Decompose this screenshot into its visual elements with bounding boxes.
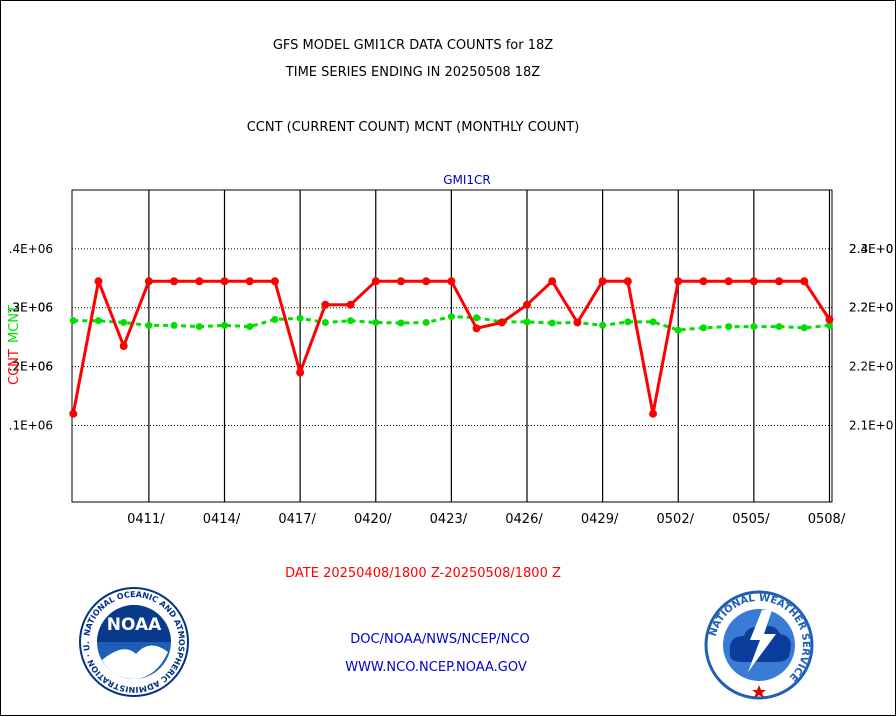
data-point-ccnt bbox=[674, 277, 683, 286]
chart-title-line1: GFS MODEL GMI1CR DATA COUNTS for 18Z bbox=[272, 38, 554, 53]
data-point-ccnt bbox=[195, 277, 204, 286]
data-point-mcnt bbox=[725, 323, 733, 331]
data-point-ccnt bbox=[497, 318, 506, 327]
y-axis-label-ccnt: CCNT bbox=[7, 349, 22, 385]
data-point-ccnt bbox=[321, 300, 330, 309]
data-point-ccnt bbox=[371, 277, 380, 286]
data-point-mcnt bbox=[195, 323, 203, 331]
data-point-ccnt bbox=[699, 277, 708, 286]
data-point-ccnt bbox=[119, 342, 128, 350]
data-point-ccnt bbox=[598, 277, 607, 286]
x-tick-label: 0420/ bbox=[354, 512, 392, 527]
x-tick-label: 0414/ bbox=[203, 512, 241, 527]
data-point-ccnt bbox=[144, 277, 153, 286]
x-tick-label: 0426/ bbox=[505, 512, 543, 527]
data-point-mcnt bbox=[69, 317, 77, 325]
y-right-tick-label: 2.2E+0 bbox=[849, 301, 893, 315]
plot-area-frame bbox=[71, 189, 833, 503]
data-point-mcnt bbox=[674, 326, 682, 334]
data-point-mcnt bbox=[699, 324, 707, 332]
x-tick-label: 0423/ bbox=[430, 512, 468, 527]
data-point-ccnt bbox=[69, 409, 78, 418]
data-point-ccnt bbox=[245, 277, 254, 286]
data-point-mcnt bbox=[321, 318, 329, 326]
data-point-mcnt bbox=[397, 319, 405, 327]
chart-title-line2: TIME SERIES ENDING IN 20250508 18Z bbox=[285, 65, 541, 80]
data-point-mcnt bbox=[296, 314, 304, 322]
data-point-mcnt bbox=[473, 314, 481, 322]
data-point-ccnt bbox=[800, 277, 809, 286]
data-point-mcnt bbox=[523, 318, 531, 326]
x-tick-label: 0505/ bbox=[732, 512, 770, 527]
data-point-ccnt bbox=[573, 318, 582, 327]
data-point-mcnt bbox=[347, 317, 355, 325]
noaa-logo: NATIONAL OCEANIC AND ATMOSPHERIC ADMINIS… bbox=[78, 586, 189, 697]
data-point-mcnt bbox=[372, 318, 380, 326]
data-point-ccnt bbox=[396, 277, 405, 286]
data-point-ccnt bbox=[170, 277, 179, 286]
y-left-tick-label: .1E+06 bbox=[9, 418, 53, 432]
data-point-mcnt bbox=[599, 321, 607, 329]
x-tick-label: 0502/ bbox=[657, 512, 695, 527]
data-point-mcnt bbox=[145, 321, 153, 329]
data-point-ccnt bbox=[472, 324, 481, 333]
data-point-ccnt bbox=[825, 315, 834, 324]
y-right-tick-label: 2.1E+0 bbox=[849, 418, 893, 432]
x-tick-label: 0508/ bbox=[808, 512, 846, 527]
data-point-ccnt bbox=[296, 368, 305, 377]
data-point-mcnt bbox=[447, 313, 455, 321]
data-point-ccnt bbox=[775, 277, 784, 286]
data-point-ccnt bbox=[447, 277, 456, 286]
data-point-mcnt bbox=[548, 319, 556, 327]
panel-label: GMI1CR bbox=[443, 173, 491, 187]
data-point-ccnt bbox=[749, 277, 758, 286]
y-left-tick-label: .3E+06 bbox=[9, 301, 53, 315]
x-tick-label: 0429/ bbox=[581, 512, 619, 527]
y-right-tick-label: 2.2E+0 bbox=[849, 301, 893, 315]
data-point-mcnt bbox=[750, 323, 758, 331]
data-point-mcnt bbox=[825, 321, 833, 329]
data-point-mcnt bbox=[94, 317, 102, 325]
y-left-tick-label: .2E+06 bbox=[9, 360, 53, 374]
data-point-ccnt bbox=[522, 300, 531, 309]
y-left-tick-label: .4E+06 bbox=[9, 242, 53, 256]
data-point-ccnt bbox=[623, 277, 632, 286]
y-right-tick-label: 2.3E+0 bbox=[849, 242, 893, 256]
data-point-mcnt bbox=[221, 321, 229, 329]
y-axis-label-mcnt: MCNT bbox=[7, 305, 22, 343]
noaa-wordmark: NOAA bbox=[107, 615, 162, 635]
chart-subtitle: CCNT (CURRENT COUNT) MCNT (MONTHLY COUNT… bbox=[246, 120, 580, 135]
data-point-ccnt bbox=[270, 277, 279, 286]
data-point-ccnt bbox=[94, 277, 103, 286]
data-point-mcnt bbox=[649, 318, 657, 326]
data-point-ccnt bbox=[649, 409, 658, 418]
y-right-tick-label: 2.2E+0 bbox=[849, 360, 893, 374]
x-tick-label: 0411/ bbox=[127, 512, 165, 527]
footer-link-www[interactable]: WWW.NCO.NCEP.NOAA.GOV bbox=[345, 660, 527, 675]
data-point-ccnt bbox=[220, 277, 229, 286]
data-point-mcnt bbox=[170, 321, 178, 329]
data-point-mcnt bbox=[120, 318, 128, 326]
y-left-tick-label: .2E+06 bbox=[9, 360, 53, 374]
data-point-ccnt bbox=[346, 300, 355, 309]
data-point-ccnt bbox=[548, 277, 557, 286]
data-point-mcnt bbox=[624, 318, 632, 326]
data-point-mcnt bbox=[422, 318, 430, 326]
y-left-tick-label: .2E+06 bbox=[9, 301, 53, 315]
data-point-ccnt bbox=[422, 277, 431, 286]
data-point-mcnt bbox=[800, 324, 808, 332]
data-point-mcnt bbox=[271, 316, 279, 324]
data-point-mcnt bbox=[246, 323, 254, 331]
nws-logo: NATIONAL WEATHER SERVICE bbox=[704, 590, 814, 700]
data-point-ccnt bbox=[724, 277, 733, 286]
data-point-mcnt bbox=[775, 323, 783, 331]
x-tick-label: 0417/ bbox=[278, 512, 316, 527]
date-range-label: DATE 20250408/1800 Z-20250508/1800 Z bbox=[285, 566, 561, 581]
y-right-tick-label: 2.4E+0 bbox=[849, 242, 893, 256]
time-series-chart: 0411/0414/0417/0420/0423/0426/0429/0502/… bbox=[7, 173, 893, 527]
footer-link-doc[interactable]: DOC/NOAA/NWS/NCEP/NCO bbox=[350, 632, 530, 647]
